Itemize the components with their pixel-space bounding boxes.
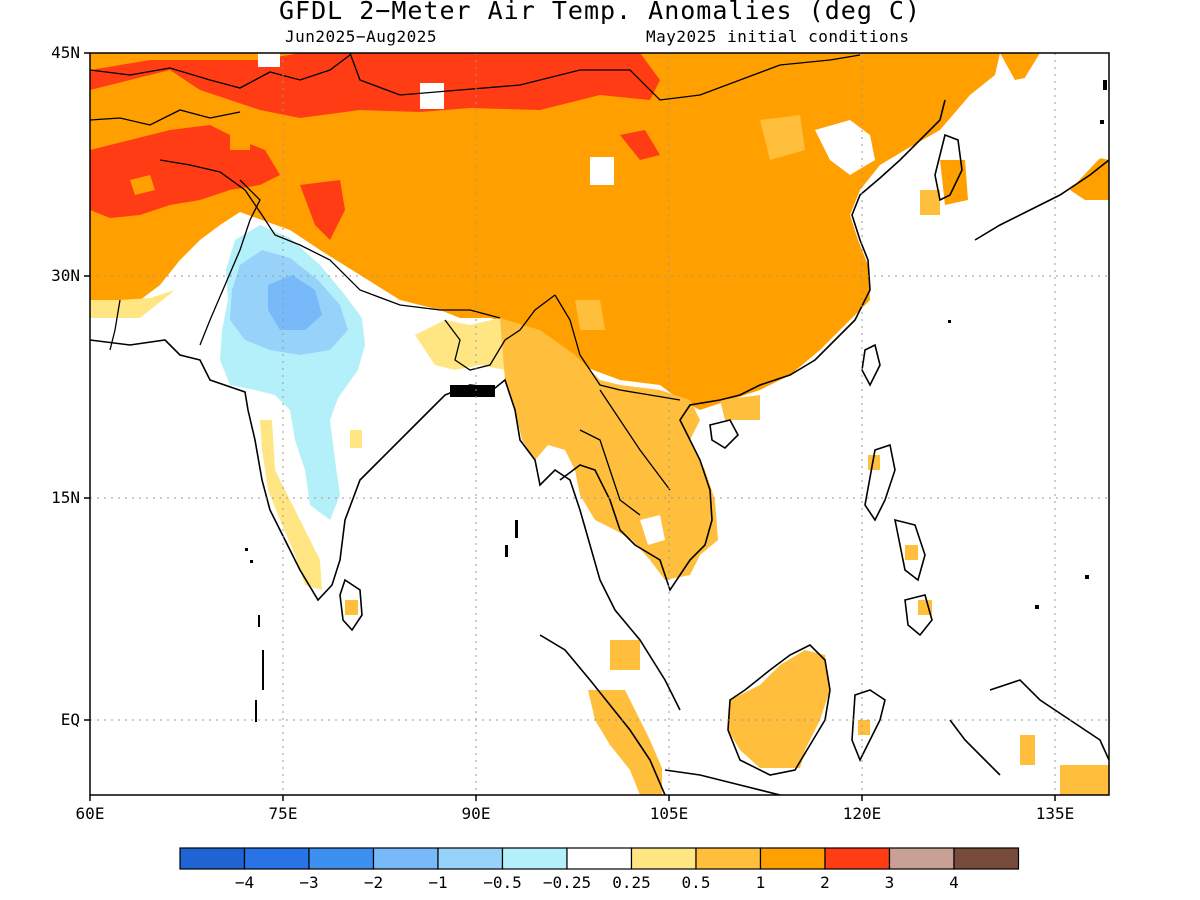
country-borders: [90, 53, 861, 516]
colorbar-tick-label: 1: [755, 873, 766, 892]
lon-label-90e: 90E: [461, 804, 491, 823]
coastlines: [90, 99, 1109, 795]
colorbar-tick-label: −4: [234, 873, 255, 892]
colorbar-swatch: [308, 847, 375, 870]
colorbar-tick-label: 2: [820, 873, 830, 892]
colorbar-swatch: [179, 847, 246, 870]
colorbar-tick-label: −0.25: [542, 873, 592, 892]
colorbar-tick-label: 0.5: [681, 873, 711, 892]
season-label: Jun2025−Aug2025: [285, 27, 437, 46]
anomaly-region-borneo: [728, 650, 830, 768]
colorbar-tick-label: 0.25: [612, 873, 651, 892]
colorbar-swatch: [501, 847, 568, 870]
lon-label-105e: 105E: [649, 804, 689, 823]
colorbar-tick-label: −1: [428, 873, 448, 892]
init-conditions-label: May2025 initial conditions: [646, 27, 910, 46]
lat-label-45n: 45N: [51, 43, 80, 62]
anomaly-field: [90, 53, 1109, 795]
map-title: GFDL 2−Meter Air Temp. Anomalies (deg C): [278, 0, 922, 25]
colorbar-swatch: [888, 847, 955, 870]
colorbar-swatch: [824, 847, 891, 870]
colorbar-tick-label: −2: [363, 873, 384, 892]
colorbar-tick-label: 3: [884, 873, 895, 892]
lon-label-60e: 60E: [75, 804, 105, 823]
map-frame: [84, 52, 1110, 801]
colorbar-tick-label: −0.5: [483, 873, 522, 892]
lat-label-30n: 30N: [51, 266, 80, 285]
colorbar-swatch: [953, 847, 1020, 870]
island-specks: [245, 80, 1107, 722]
anomaly-region-0.5-1: [500, 318, 718, 580]
lat-label-eq: EQ: [60, 710, 80, 729]
colorbar-tick-label: −3: [299, 873, 319, 892]
colorbar-swatch: [695, 847, 762, 870]
lon-label-135e: 135E: [1035, 804, 1075, 823]
colorbar-swatch: [243, 847, 310, 870]
graticule: [90, 53, 1109, 795]
lon-label-120e: 120E: [842, 804, 882, 823]
lon-label-75e: 75E: [268, 804, 298, 823]
lat-label-15n: 15N: [51, 488, 80, 507]
colorbar-swatch: [437, 847, 504, 870]
colorbar-swatch: [372, 847, 439, 870]
colorbar-swatch: [759, 847, 826, 870]
colorbar: [179, 847, 1020, 870]
colorbar-tick-label: 4: [949, 873, 959, 892]
colorbar-swatch: [630, 847, 697, 870]
colorbar-swatch: [566, 847, 633, 870]
